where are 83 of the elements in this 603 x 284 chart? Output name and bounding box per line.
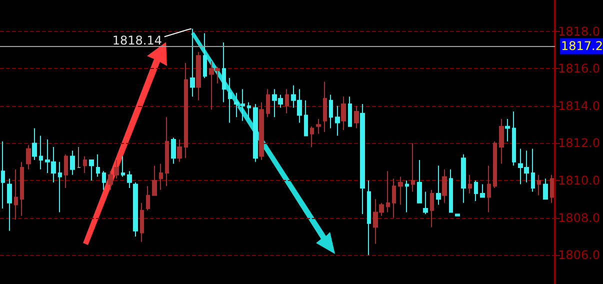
candlestick <box>461 154 466 204</box>
candlestick <box>266 88 270 118</box>
candlestick <box>341 96 346 131</box>
candlestick <box>360 104 365 215</box>
ref-line-label: 1817.2 <box>561 39 603 54</box>
candlestick <box>285 88 289 114</box>
candlestick <box>499 118 504 164</box>
candlestick <box>196 51 201 101</box>
candlestick <box>152 165 157 196</box>
candlestick <box>423 191 428 215</box>
candlestick <box>455 214 460 216</box>
candlestick <box>405 180 409 213</box>
candlestick <box>14 168 18 220</box>
candlestick <box>133 182 138 237</box>
candlestick <box>77 146 81 168</box>
candlestick <box>512 111 516 166</box>
y-tick-label: 1818.0 <box>558 24 600 38</box>
y-tick-label: 1810.0 <box>558 174 600 188</box>
candlestick <box>89 159 94 182</box>
candlestick <box>96 154 100 178</box>
candlestick <box>436 165 441 206</box>
candlestick <box>171 137 176 164</box>
candlestick <box>487 165 491 213</box>
candlestick <box>102 170 106 190</box>
candlestick <box>241 88 245 122</box>
candlestick <box>228 77 232 124</box>
candlestick <box>39 135 43 170</box>
candlestick <box>493 140 497 188</box>
candlestick <box>259 102 264 160</box>
candlestick <box>234 92 239 118</box>
candlestick <box>468 174 472 194</box>
y-tick-label: 1816.0 <box>558 62 600 76</box>
candlestick <box>70 150 75 176</box>
candlestick <box>354 105 359 129</box>
candlestick <box>449 168 453 213</box>
candlestick <box>140 202 144 243</box>
candlestick <box>550 174 554 204</box>
y-tick-label: 1812.0 <box>558 136 600 150</box>
candlestick <box>329 94 333 129</box>
candlestick <box>537 174 541 196</box>
candlestick <box>121 156 125 178</box>
candlestick <box>159 163 163 190</box>
candlestick <box>411 142 415 192</box>
candlestick <box>165 116 169 187</box>
candlestick <box>335 105 340 136</box>
candlestick <box>543 178 548 200</box>
candlestick <box>32 128 37 160</box>
candlestick <box>146 186 150 211</box>
candlestick <box>474 180 478 202</box>
candlestick <box>20 161 24 216</box>
candlestick <box>531 148 535 192</box>
candlestick <box>386 170 390 213</box>
candlestick <box>247 102 251 120</box>
candlestick <box>323 81 327 133</box>
candlestick <box>442 168 447 204</box>
candlestick <box>58 161 62 213</box>
candlestick <box>304 100 308 136</box>
y-tick-label: 1814.0 <box>558 98 600 113</box>
candlestick <box>222 42 226 103</box>
candlestick <box>348 96 352 127</box>
y-tick-label: 1808.0 <box>558 210 600 225</box>
candlestick <box>83 156 87 174</box>
candlestick <box>184 62 188 159</box>
candlestick <box>1 140 5 209</box>
candlestick <box>190 28 195 98</box>
candlestick <box>392 178 396 218</box>
candlestick <box>367 180 371 256</box>
candlestick <box>430 189 434 228</box>
candlestick <box>7 178 12 232</box>
candlestick <box>316 118 321 134</box>
candlestick <box>26 144 31 170</box>
annotation: 1818.14 <box>112 34 162 48</box>
candlestick <box>64 154 68 188</box>
candlestick <box>398 176 403 206</box>
candlestick <box>127 170 132 188</box>
candlestick <box>505 118 510 142</box>
candlestick <box>177 138 182 162</box>
candlestick <box>480 184 485 198</box>
candlestick <box>253 104 258 162</box>
candlestick <box>203 32 207 78</box>
y-tick-label: 1806.0 <box>558 248 600 262</box>
candlestick <box>417 159 422 204</box>
candlestick <box>310 126 314 148</box>
